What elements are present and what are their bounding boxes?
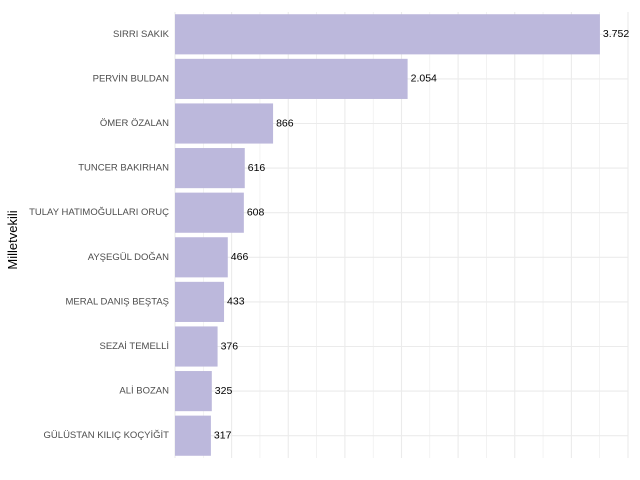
data-label: 466 <box>231 251 249 263</box>
y-tick-label: TULAY HATIMOĞULLARI ORUÇ <box>29 207 169 218</box>
bar <box>175 14 600 55</box>
y-tick-label: PERVİN BULDAN <box>93 73 170 84</box>
y-tick-label: GÜLÜSTAN KILIÇ KOÇYİĞİT <box>44 430 170 441</box>
bar <box>175 237 228 278</box>
data-label: 2.054 <box>411 73 437 85</box>
bar <box>175 58 408 99</box>
bar <box>175 415 211 456</box>
y-tick-label: TUNCER BAKIRHAN <box>78 163 169 174</box>
data-label: 3.752 <box>603 28 629 40</box>
y-tick-label: AYŞEGÜL DOĞAN <box>88 252 169 263</box>
bar <box>175 148 245 189</box>
data-label: 376 <box>221 340 239 352</box>
y-tick-label: MERAL DANIŞ BEŞTAŞ <box>66 296 169 307</box>
bar <box>175 326 218 367</box>
bars-layer <box>175 14 600 456</box>
bar <box>175 103 274 144</box>
y-tick-label: SIRRI SAKIK <box>113 29 170 40</box>
data-label: 317 <box>214 429 232 441</box>
y-tick-label: ALİ BOZAN <box>119 386 169 397</box>
labels-layer: SIRRI SAKIK 3.752 PERVİN BULDAN 2.054 ÖMER… <box>29 28 629 441</box>
y-tick-label: ÖMER ÖZALAN <box>100 118 169 129</box>
y-tick-label: SEZAİ TEMELLİ <box>99 341 169 352</box>
bar <box>175 192 244 233</box>
data-label: 616 <box>248 162 266 174</box>
bar <box>175 281 225 322</box>
data-label: 433 <box>227 296 245 308</box>
bar <box>175 371 212 412</box>
y-axis-title: Milletvekili <box>5 210 20 269</box>
data-label: 608 <box>247 206 265 218</box>
data-label: 325 <box>215 385 233 397</box>
data-label: 866 <box>276 117 294 129</box>
